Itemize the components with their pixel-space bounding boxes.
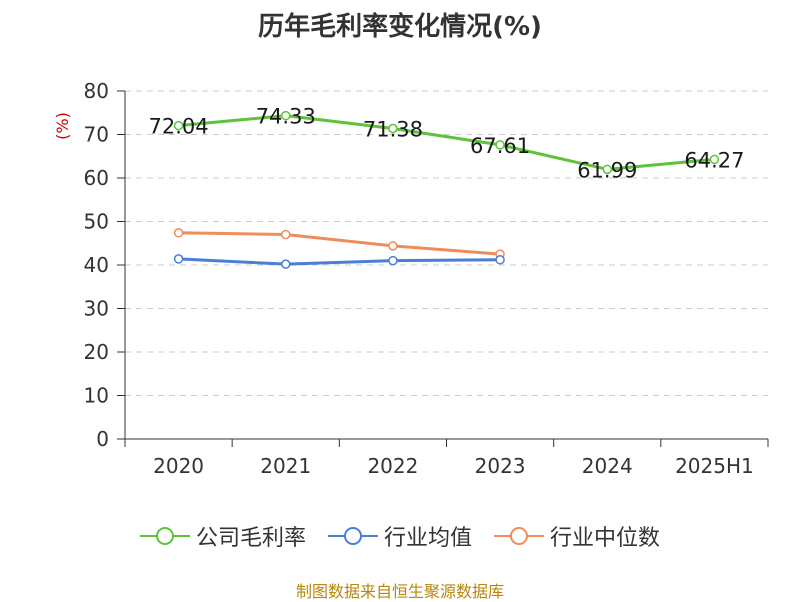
y-tick-label: 80 (84, 79, 109, 103)
y-tick-label: 50 (84, 210, 109, 234)
x-tick-label: 2025H1 (675, 454, 754, 478)
series-line (178, 257, 501, 266)
data-point (709, 154, 720, 165)
legend-label: 行业均值 (383, 526, 472, 551)
y-tick-label: 10 (84, 384, 109, 408)
data-label: 71.38 (363, 117, 423, 141)
legend-item-industry-median[interactable]: 行业中位数 (494, 520, 660, 552)
x-tick-label: 2022 (367, 454, 418, 478)
y-tick-label: 0 (96, 427, 109, 451)
y-tick-label: 40 (84, 253, 109, 277)
source-note: 制图数据来自恒生聚源数据库 (295, 582, 504, 601)
legend-label: 行业中位数 (550, 526, 661, 551)
x-tick-label: 2023 (475, 454, 526, 478)
data-point (388, 255, 398, 266)
x-tick-label: 2020 (153, 454, 204, 478)
data-point (281, 259, 291, 269)
y-axis-label: (%) (53, 112, 72, 140)
chart-title: 历年毛利率变化情况(%) (258, 12, 542, 42)
data-point (388, 241, 398, 251)
data-label: 67.61 (470, 134, 530, 158)
y-tick-label: 60 (84, 166, 109, 190)
y-tick-label: 20 (84, 340, 109, 364)
data-point (495, 140, 505, 150)
x-tick-label: 2024 (582, 454, 633, 478)
series-line (178, 114, 715, 171)
data-point (281, 229, 291, 240)
data-point (173, 120, 184, 131)
legend-item-industry-mean[interactable]: 行业均值 (327, 520, 472, 552)
y-tick-label: 30 (84, 297, 109, 321)
legend-item-company-margin[interactable]: 公司毛利率 (139, 520, 306, 552)
legend-line-marker-icon (327, 527, 378, 545)
data-point (602, 164, 612, 175)
data-point (173, 228, 184, 238)
legend-label: 公司毛利率 (195, 526, 306, 551)
data-label: 74.33 (256, 105, 316, 129)
data-label: 61.99 (577, 158, 637, 182)
legend-line-marker-icon (139, 527, 190, 545)
data-point (495, 255, 505, 265)
x-tick-label: 2021 (260, 454, 311, 478)
series-line (178, 231, 501, 256)
y-tick-label: 70 (84, 123, 109, 147)
legend: 公司毛利率 行业均值 行业中位数 (0, 520, 800, 552)
data-label: 64.27 (684, 148, 744, 172)
data-label: 72.04 (149, 115, 209, 139)
legend-line-marker-icon (494, 527, 544, 545)
data-point (388, 123, 398, 134)
data-point (281, 110, 291, 121)
data-point (173, 254, 184, 264)
